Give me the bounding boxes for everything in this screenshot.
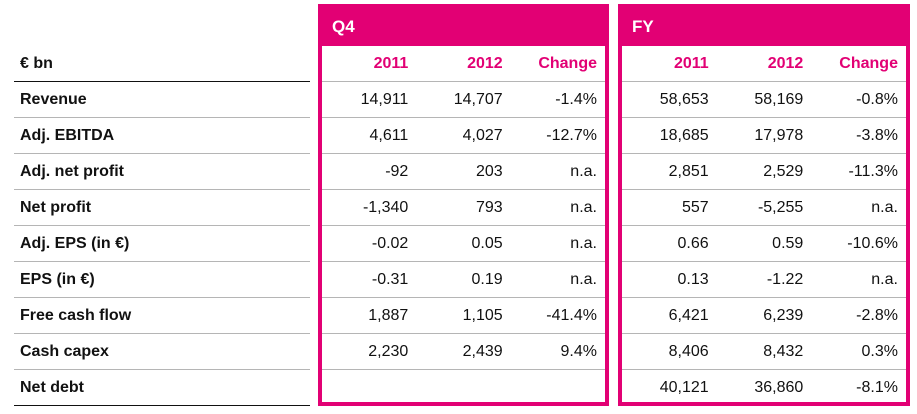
q4-cell: 14,707 (453, 91, 503, 108)
fy-cell: 40,121 (659, 379, 709, 396)
q4-panel: Q4 2011 2012 Change 14,911 14,707 -1.4% … (318, 4, 609, 406)
fy-cell: -1.22 (766, 271, 804, 288)
fy-cell: 8,406 (668, 343, 709, 360)
q4-cell: 0.05 (471, 235, 503, 252)
fy-cell: 0.13 (677, 271, 709, 288)
row-label-cash-capex: Cash capex (14, 334, 310, 370)
q4-cell: -41.4% (546, 307, 597, 324)
fy-cell: -10.6% (847, 235, 898, 252)
fy-panel-title: FY (622, 8, 906, 46)
fy-panel: FY 2011 2012 Change 58,653 58,169 -0.8% … (618, 4, 910, 406)
table-row: 0.13 -1.22 n.a. (622, 262, 906, 298)
table-row: 18,685 17,978 -3.8% (622, 118, 906, 154)
fy-cell: 18,685 (659, 127, 709, 144)
fy-cell: -3.8% (856, 127, 898, 144)
unit-label: € bn (14, 46, 310, 82)
fy-header-2011: 2011 (673, 55, 709, 72)
q4-cell (416, 370, 510, 406)
fy-cell: -5,255 (757, 199, 804, 216)
q4-cell: -0.31 (371, 271, 409, 288)
table-row: 4,611 4,027 -12.7% (322, 118, 605, 154)
fy-cell: 557 (681, 199, 709, 216)
q4-cell: 2,230 (368, 343, 409, 360)
q4-cell: n.a. (570, 163, 597, 180)
table-row (322, 370, 605, 406)
fy-cell: 0.3% (861, 343, 898, 360)
row-label-adj-eps: Adj. EPS (in €) (14, 226, 310, 262)
fy-cell: n.a. (871, 199, 898, 216)
q4-cell: 1,887 (368, 307, 409, 324)
fy-cell: 2,529 (763, 163, 804, 180)
table-row: 557 -5,255 n.a. (622, 190, 906, 226)
q4-header-row: 2011 2012 Change (322, 46, 605, 82)
table-row: 40,121 36,860 -8.1% (622, 370, 906, 406)
fy-cell: -8.1% (856, 379, 898, 396)
q4-cell: 4,027 (462, 127, 503, 144)
fy-cell: 58,653 (659, 91, 709, 108)
table-row: -0.31 0.19 n.a. (322, 262, 605, 298)
q4-cell: -1.4% (555, 91, 597, 108)
fy-cell: 6,239 (763, 307, 804, 324)
fy-cell: -2.8% (856, 307, 898, 324)
row-label-revenue: Revenue (14, 82, 310, 118)
fy-cell: -0.8% (856, 91, 898, 108)
table-row: 0.66 0.59 -10.6% (622, 226, 906, 262)
fy-cell: 0.59 (772, 235, 804, 252)
q4-header-change: Change (538, 55, 597, 72)
fy-header-row: 2011 2012 Change (622, 46, 906, 82)
q4-cell: 2,439 (462, 343, 503, 360)
fy-cell: 36,860 (754, 379, 804, 396)
fy-cell: n.a. (871, 271, 898, 288)
table-row: 58,653 58,169 -0.8% (622, 82, 906, 118)
fy-cell: 58,169 (754, 91, 804, 108)
q4-cell (322, 370, 416, 406)
row-label-adj-ebitda: Adj. EBITDA (14, 118, 310, 154)
q4-cell: 9.4% (560, 343, 597, 360)
row-label-column: € bn Revenue Adj. EBITDA Adj. net profit… (14, 46, 310, 406)
q4-cell: -0.02 (371, 235, 409, 252)
table-row: -0.02 0.05 n.a. (322, 226, 605, 262)
fy-header-2012: 2012 (767, 55, 804, 72)
q4-cell: -12.7% (546, 127, 597, 144)
row-label-net-profit: Net profit (14, 190, 310, 226)
table-row: 2,230 2,439 9.4% (322, 334, 605, 370)
q4-header-2012: 2012 (467, 55, 503, 72)
q4-cell: -92 (385, 163, 409, 180)
table-row: -1,340 793 n.a. (322, 190, 605, 226)
q4-cell: 14,911 (360, 91, 409, 108)
q4-cell: -1,340 (362, 199, 409, 216)
q4-cell: n.a. (570, 199, 597, 216)
table-row: 1,887 1,105 -41.4% (322, 298, 605, 334)
table-row: 8,406 8,432 0.3% (622, 334, 906, 370)
fy-cell: -11.3% (848, 163, 898, 180)
q4-cell: 4,611 (369, 127, 409, 144)
fy-cell: 0.66 (677, 235, 709, 252)
fy-cell: 17,978 (754, 127, 804, 144)
q4-cell: 203 (475, 163, 503, 180)
q4-cell: 0.19 (471, 271, 503, 288)
q4-panel-title: Q4 (322, 8, 605, 46)
table-row: 2,851 2,529 -11.3% (622, 154, 906, 190)
fy-cell: 2,851 (668, 163, 709, 180)
fy-header-change: Change (839, 55, 898, 72)
row-label-free-cash-flow: Free cash flow (14, 298, 310, 334)
q4-header-2011: 2011 (373, 55, 409, 72)
table-row: -92 203 n.a. (322, 154, 605, 190)
q4-cell (511, 370, 605, 406)
row-label-eps: EPS (in €) (14, 262, 310, 298)
table-row: 6,421 6,239 -2.8% (622, 298, 906, 334)
fy-cell: 6,421 (668, 307, 709, 324)
row-label-net-debt: Net debt (14, 370, 310, 406)
q4-cell: n.a. (570, 235, 597, 252)
q4-cell: n.a. (570, 271, 597, 288)
row-label-adj-net-profit: Adj. net profit (14, 154, 310, 190)
fy-cell: 8,432 (763, 343, 804, 360)
q4-cell: 1,105 (462, 307, 503, 324)
q4-cell: 793 (475, 199, 503, 216)
table-row: 14,911 14,707 -1.4% (322, 82, 605, 118)
